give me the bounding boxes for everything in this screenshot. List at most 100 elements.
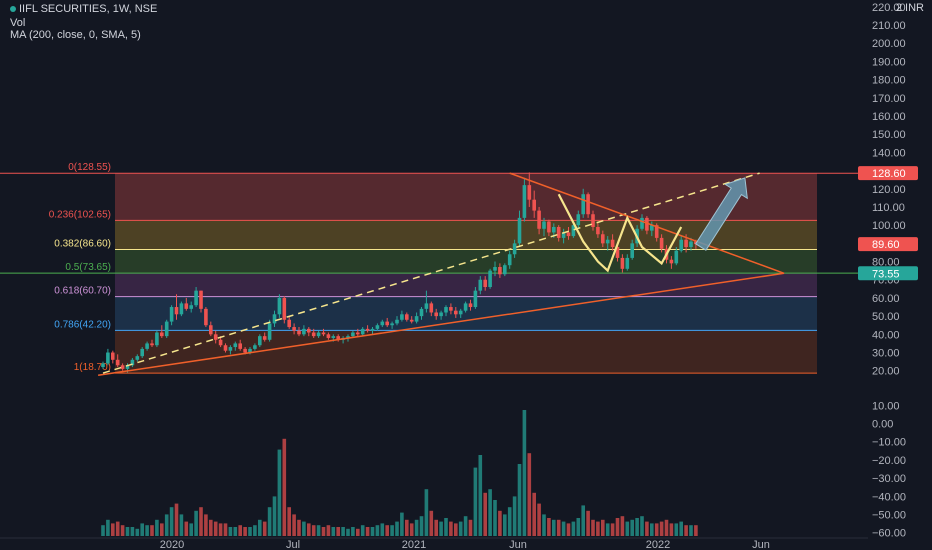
volume-bar <box>620 516 625 536</box>
candle-body <box>478 279 483 291</box>
volume-bar <box>380 523 385 536</box>
price-tick-label: 30.00 <box>872 348 900 360</box>
volume-bar <box>238 525 242 536</box>
volume-bar <box>507 507 512 536</box>
volume-bar <box>512 496 517 536</box>
volume-bar <box>434 519 438 536</box>
volume-bar <box>316 525 321 536</box>
volume-bar <box>262 521 267 536</box>
volume-bar <box>218 523 223 536</box>
candle-body <box>135 356 140 360</box>
candle-body <box>213 334 218 340</box>
candle-body <box>468 303 473 308</box>
volume-bar <box>556 519 561 536</box>
volume-bar <box>478 455 483 536</box>
candle-body <box>179 303 184 315</box>
fib-label-1: 1(18.70) <box>74 362 111 373</box>
volume-bar <box>258 519 262 536</box>
volume-bar <box>336 527 340 536</box>
price-tick-label: 160.00 <box>872 111 906 123</box>
candle-body <box>228 347 233 351</box>
volume-bar <box>209 519 213 536</box>
price-tick-label: 40.00 <box>872 329 900 341</box>
candle-body <box>601 234 605 244</box>
price-tag-box <box>858 266 918 281</box>
candle-body <box>640 217 644 229</box>
volume-bar <box>654 523 659 536</box>
candle-body <box>517 217 522 244</box>
candle-body <box>439 312 443 317</box>
candle-body <box>414 316 419 322</box>
candle-body <box>356 332 360 335</box>
volume-bar <box>615 518 620 536</box>
candle-body <box>561 232 566 238</box>
price-tick-label: 50.00 <box>872 311 900 323</box>
candle-body <box>115 359 120 366</box>
time-axis[interactable]: 2020 Jul 2021 Jun 2022 Jun <box>0 537 868 550</box>
candle-body <box>390 323 394 326</box>
volume-legend[interactable]: Vol <box>10 17 26 29</box>
candle-body <box>360 328 365 335</box>
volume-bar <box>155 519 159 536</box>
volume-bar <box>331 527 336 536</box>
price-tick-label: 170.00 <box>872 93 906 105</box>
volume-bar <box>375 525 380 536</box>
candle-body <box>218 339 223 346</box>
candle-body <box>204 308 208 326</box>
candle-body <box>527 185 532 200</box>
volume-bar <box>527 453 532 536</box>
axis-top-label: 2 <box>895 2 902 14</box>
volume-bar <box>150 525 154 536</box>
volume-bar <box>576 518 581 536</box>
candle-body <box>233 343 238 348</box>
fib-label-0.618: 0.618(60.70) <box>54 286 111 297</box>
volume-bar <box>419 516 424 536</box>
candle-body <box>336 336 340 340</box>
volume-bar <box>385 525 389 536</box>
candle-body <box>556 226 561 238</box>
candle-body <box>424 303 429 309</box>
candle-body <box>630 243 634 258</box>
symbol-title[interactable]: IIFL SECURITIES, 1W, NSE <box>10 3 157 15</box>
volume-bar <box>635 518 639 536</box>
candle-body <box>282 297 287 320</box>
volume-bar <box>267 507 272 536</box>
candle-body <box>385 321 389 326</box>
candle-body <box>689 241 693 247</box>
candle-body <box>507 254 512 266</box>
candle-body <box>302 328 306 335</box>
candles <box>101 172 698 373</box>
price-tick-label: 210.00 <box>872 20 906 32</box>
volume-bar <box>282 438 287 536</box>
volume-bar <box>277 449 282 536</box>
candle-body <box>669 259 674 264</box>
volume-bar <box>302 521 306 536</box>
price-tag-box <box>858 166 918 181</box>
volume-bar <box>213 521 218 536</box>
candle-body <box>120 365 125 369</box>
candle-body <box>454 310 458 315</box>
volume-bar <box>311 525 316 536</box>
candle-body <box>650 225 654 231</box>
volume-bar <box>184 521 189 536</box>
price-tag-box <box>858 237 918 252</box>
volume-bar <box>360 525 365 536</box>
volume-bar <box>169 507 174 536</box>
candle-body <box>297 330 301 335</box>
volume-bar <box>145 525 149 536</box>
volume-tick-label: −50.00 <box>872 510 906 522</box>
volume-bar <box>228 527 233 536</box>
volume-bar <box>468 519 473 536</box>
volume-bar <box>630 519 634 536</box>
resistance-line <box>509 172 785 274</box>
candle-body <box>610 239 615 247</box>
ma-legend[interactable]: MA (200, close, 0, SMA, 5) <box>10 29 141 41</box>
price-tag-label: 73.55 <box>872 268 900 280</box>
candle-body <box>101 363 105 368</box>
volume-bar <box>429 510 434 536</box>
time-tick-label: 2020 <box>160 539 184 550</box>
candle-body <box>351 332 355 337</box>
volume-bar <box>571 521 576 536</box>
fib-band-0 <box>115 173 817 221</box>
